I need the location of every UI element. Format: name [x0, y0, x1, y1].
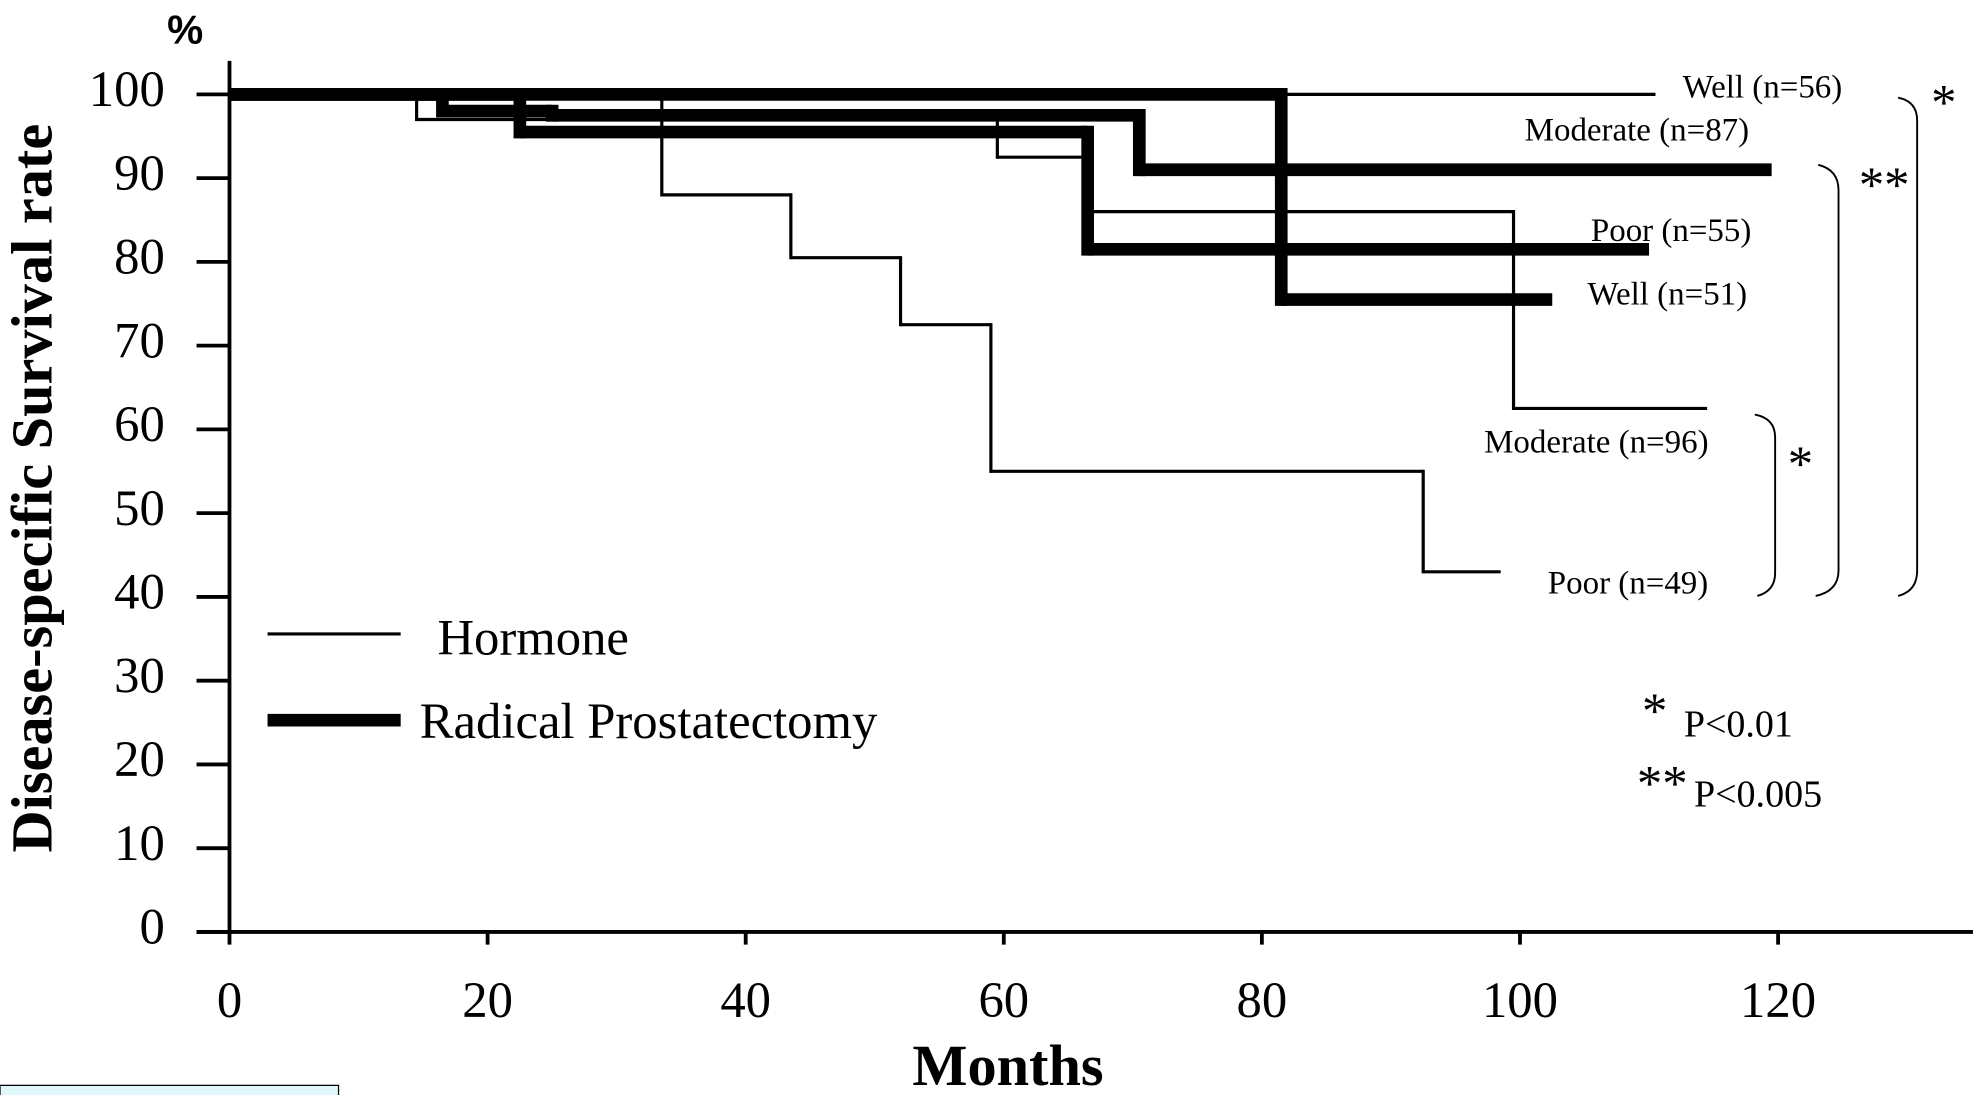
y-tick-label: 90 — [114, 145, 165, 201]
legend-label: Hormone — [437, 609, 629, 665]
series-label: Poor (n=55) — [1591, 213, 1751, 249]
y-tick-label: 30 — [114, 647, 165, 703]
x-tick-label: 100 — [1482, 972, 1558, 1028]
series-label: Well (n=56) — [1683, 70, 1843, 106]
note-text: P<0.005 — [1694, 773, 1822, 815]
y-unit: % — [167, 7, 203, 53]
note-mark: * — [1642, 683, 1667, 739]
bracket — [1754, 413, 1777, 597]
series-label: Well (n=51) — [1588, 276, 1748, 312]
legend-label: Radical Prostatectomy — [420, 693, 878, 749]
x-tick-label: 60 — [978, 972, 1029, 1028]
y-tick-label: 70 — [114, 312, 165, 368]
note-text: P<0.01 — [1684, 704, 1793, 746]
y-tick-label: 80 — [114, 229, 165, 285]
y-axis-label: Disease-specific Survival rate — [0, 124, 64, 853]
x-tick-label: 40 — [720, 972, 771, 1028]
y-tick-label: 0 — [139, 899, 164, 955]
y-tick-label: 20 — [114, 731, 165, 787]
x-tick-label: 120 — [1740, 972, 1816, 1028]
bracket-label: * — [1931, 74, 1956, 130]
note-mark: ** — [1637, 755, 1688, 811]
bracket-label: ** — [1859, 157, 1910, 213]
series-label: Moderate (n=96) — [1484, 425, 1708, 461]
corner-box — [0, 1084, 340, 1095]
series-label: Moderate (n=87) — [1525, 113, 1749, 149]
y-tick-label: 100 — [89, 61, 165, 117]
bracket — [1815, 163, 1840, 597]
y-tick-label: 50 — [114, 480, 165, 536]
y-tick-label: 40 — [114, 564, 165, 620]
x-axis-label: Months — [912, 1033, 1103, 1095]
series-label: Poor (n=49) — [1548, 565, 1708, 601]
bracket — [1897, 96, 1919, 597]
x-tick-label: 20 — [462, 972, 513, 1028]
bracket-label: * — [1788, 436, 1813, 492]
x-tick-label: 0 — [217, 972, 242, 1028]
x-tick-label: 80 — [1237, 972, 1288, 1028]
y-tick-label: 10 — [114, 815, 165, 871]
y-tick-label: 60 — [114, 396, 165, 452]
